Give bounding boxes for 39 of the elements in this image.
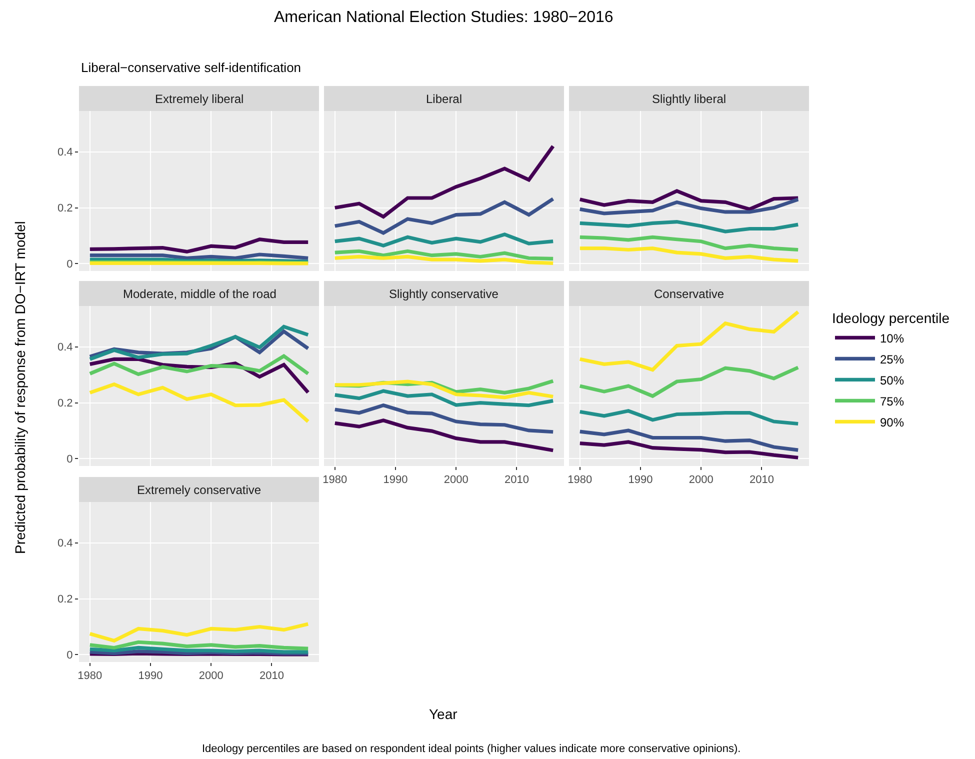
- legend-label: 10%: [880, 331, 904, 346]
- legend-title: Ideology percentile: [832, 310, 950, 326]
- text: Year: [429, 706, 458, 722]
- chart-title: Extremely liberal: [155, 92, 244, 106]
- x-tick-label: 2000: [198, 670, 224, 682]
- y-tick-label: 0: [66, 454, 73, 466]
- x-tick-label: 1990: [628, 474, 653, 486]
- text: Ideology percentiles are based on respondent ideal points (higher values indicate more conservative opinions).: [202, 743, 741, 755]
- legend-label: 90%: [880, 415, 904, 430]
- y-tick-label: 0.4: [58, 146, 73, 159]
- x-tick-label: 1980: [568, 474, 592, 486]
- chart-title: Slightly conservative: [389, 287, 499, 301]
- x-tick-label: 1990: [383, 474, 408, 486]
- y-tick-label: 0.4: [58, 342, 73, 354]
- y-tick-label: 0.2: [58, 594, 73, 606]
- y-tick-label: 0.4: [58, 538, 73, 550]
- y-tick-label: 0: [66, 650, 73, 662]
- legend-label: 25%: [880, 352, 904, 366]
- x-tick-label: 1980: [78, 670, 102, 682]
- x-tick-label: 1990: [138, 670, 163, 682]
- text: American National Election Studies: 1980−2016: [274, 9, 614, 26]
- y-tick-label: 0.2: [58, 202, 73, 215]
- chart-title: Slightly liberal: [652, 92, 726, 106]
- x-tick-label: 2010: [259, 670, 284, 682]
- x-tick-label: 1980: [322, 474, 348, 486]
- legend-label: 50%: [880, 373, 904, 388]
- chart-title: Liberal: [426, 92, 462, 106]
- x-tick-label: 2010: [749, 474, 774, 486]
- y-tick-label: 0: [66, 258, 73, 271]
- x-tick-label: 2010: [504, 474, 529, 486]
- legend-label: 75%: [880, 394, 904, 408]
- chart-title: Moderate, middle of the road: [123, 287, 276, 301]
- y-tick-label: 0.2: [58, 398, 73, 410]
- text: Predicted probability of response from DO−IRT model: [12, 221, 28, 554]
- text: Liberal−conservative self-identification: [81, 60, 302, 75]
- chart-title: Extremely conservative: [137, 483, 262, 497]
- x-tick-label: 2000: [444, 474, 468, 486]
- chart-title: Conservative: [654, 287, 724, 301]
- x-tick-label: 2000: [688, 474, 714, 486]
